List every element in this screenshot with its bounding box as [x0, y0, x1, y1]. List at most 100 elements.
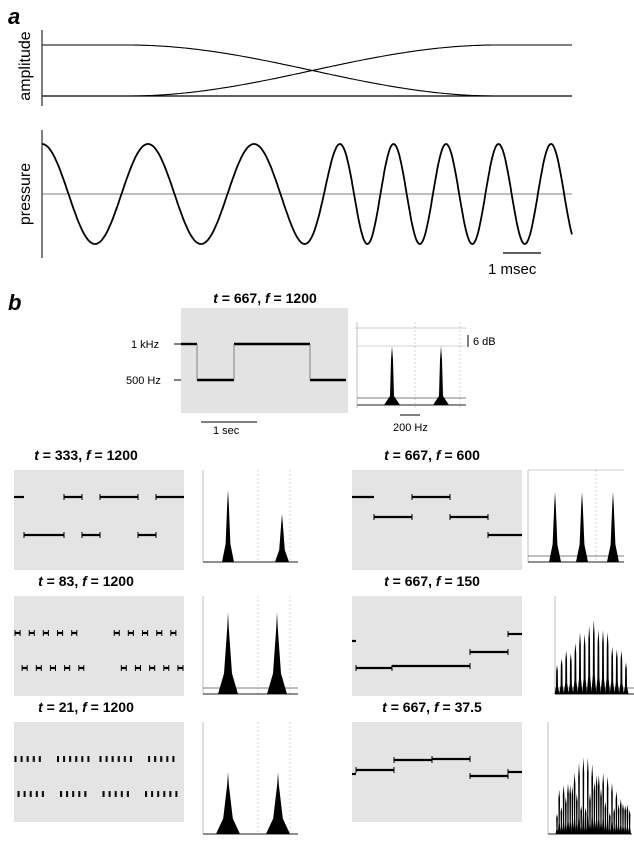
spectrum-peak	[563, 650, 569, 694]
spectrogram-bg	[352, 470, 522, 570]
panel-a-letter: a	[8, 4, 20, 29]
spectrum-peak	[606, 776, 609, 834]
sub-f-symbol: f	[82, 699, 88, 715]
sub-t-value: 667	[405, 447, 429, 463]
sub-panel-t667-f37-5: t = 667, f = 37.5	[352, 699, 632, 835]
sub-f-equals: =	[91, 447, 107, 463]
spectrum-peak	[626, 804, 629, 834]
sub-t-equals: =	[389, 573, 405, 589]
spectrum-peak	[266, 772, 290, 834]
time-scale-label: 1 msec	[488, 261, 537, 278]
sub-t-value: 21	[59, 699, 75, 715]
sub-f-equals: =	[441, 573, 457, 589]
time-scale-label-1sec: 1 sec	[213, 425, 240, 437]
sub-t-value: 83	[59, 573, 75, 589]
spectrum-peak	[586, 625, 592, 694]
spectrum-peak	[628, 810, 631, 834]
amplitude-ylabel: amplitude	[17, 31, 34, 100]
main-t-symbol: t	[213, 290, 219, 306]
spectrum-peak	[572, 642, 578, 694]
spectrum-peak	[600, 629, 606, 694]
sub-title: t = 333, f = 1200	[34, 447, 138, 463]
spectrum-peak	[614, 649, 620, 694]
spectrum-peak	[555, 814, 559, 834]
sub-comma: ,	[428, 573, 436, 589]
main-spectrogram-transitions	[196, 344, 311, 380]
spectrum-peak	[549, 492, 561, 562]
sub-comma: ,	[74, 573, 82, 589]
sub-f-symbol: f	[436, 573, 442, 589]
spectrogram-bg	[14, 596, 184, 696]
spectrum-peak	[559, 658, 565, 694]
pressure-ylabel: pressure	[17, 163, 34, 225]
spectrum-peak	[575, 793, 579, 834]
spectrum-peak	[608, 812, 612, 834]
spectrum-peak	[621, 803, 625, 834]
main-f-equals: =	[270, 290, 286, 306]
y-label-1khz: 1 kHz	[131, 339, 159, 351]
spectrum-peak	[604, 801, 607, 834]
amplitude-falling-curve	[42, 44, 572, 97]
sub-comma: ,	[426, 699, 434, 715]
sub-f-symbol: f	[86, 447, 92, 463]
spectrum-peak	[582, 757, 585, 834]
spectrum-peak	[577, 632, 583, 694]
sub-t-equals: =	[43, 699, 59, 715]
spectrum-peak	[617, 804, 620, 834]
spectrum-peak	[610, 782, 614, 834]
sub-t-value: 667	[403, 699, 427, 715]
spectrum-peak	[562, 785, 565, 834]
sub-t-symbol: t	[34, 447, 40, 463]
sub-t-value: 333	[55, 447, 79, 463]
spectrum-peak	[222, 490, 234, 562]
spectrum-peak	[595, 629, 601, 694]
sub-f-equals: =	[87, 573, 103, 589]
sub-f-value: 1200	[107, 447, 138, 463]
spectrogram-bg	[14, 470, 184, 570]
sub-t-equals: =	[389, 447, 405, 463]
spectrum-peak	[564, 796, 568, 834]
spectrogram-bg	[352, 596, 522, 696]
spectrum-peak	[584, 807, 587, 834]
db-scale-label: 6 dB	[473, 336, 496, 348]
spectrum-peak	[619, 798, 623, 834]
spectrogram-bg	[14, 722, 184, 822]
spectrum-peak-500hz	[384, 346, 400, 405]
y-label-500hz: 500 Hz	[126, 375, 161, 387]
sub-title: t = 83, f = 1200	[38, 573, 134, 589]
amplitude-plot: amplitude	[17, 30, 572, 106]
sub-f-value: 1200	[103, 699, 134, 715]
sub-f-symbol: f	[436, 447, 442, 463]
spectrum-peak	[568, 784, 572, 834]
spectrum-peak-1khz	[433, 346, 449, 405]
spectrum-peak	[557, 789, 561, 834]
panel-b-letter: b	[8, 290, 21, 315]
sub-f-equals: =	[441, 447, 457, 463]
amplitude-rising-curve	[42, 44, 572, 97]
sub-comma: ,	[74, 699, 82, 715]
spectrum-peak	[554, 664, 560, 694]
spectrum-peak	[582, 633, 588, 694]
sub-f-symbol: f	[82, 573, 88, 589]
pressure-plot: pressure 1 msec	[17, 130, 573, 278]
main-f-symbol: f	[265, 290, 271, 306]
spectrum-peak	[597, 774, 601, 834]
main-f-value: 1200	[286, 290, 317, 306]
sub-t-equals: =	[43, 573, 59, 589]
spectrum-peak	[579, 805, 583, 834]
sub-t-symbol: t	[382, 699, 388, 715]
pressure-waveform	[42, 143, 573, 245]
main-comma: ,	[257, 290, 265, 306]
spectrum-peak	[573, 772, 576, 834]
spectrum-peak	[618, 650, 624, 694]
main-t-equals: =	[218, 290, 234, 306]
spectrum-peak	[623, 805, 627, 834]
spectrum-peak	[605, 632, 611, 694]
freq-scale-label: 200 Hz	[393, 422, 428, 434]
sub-panel-t83-f1200: t = 83, f = 1200	[14, 573, 298, 696]
sub-title: t = 667, f = 37.5	[382, 699, 482, 715]
main-spectrogram-tones	[181, 342, 346, 382]
main-spectrogram-group: t = 667, f = 1200 1 kHz 500 Hz 1 sec	[126, 290, 496, 437]
